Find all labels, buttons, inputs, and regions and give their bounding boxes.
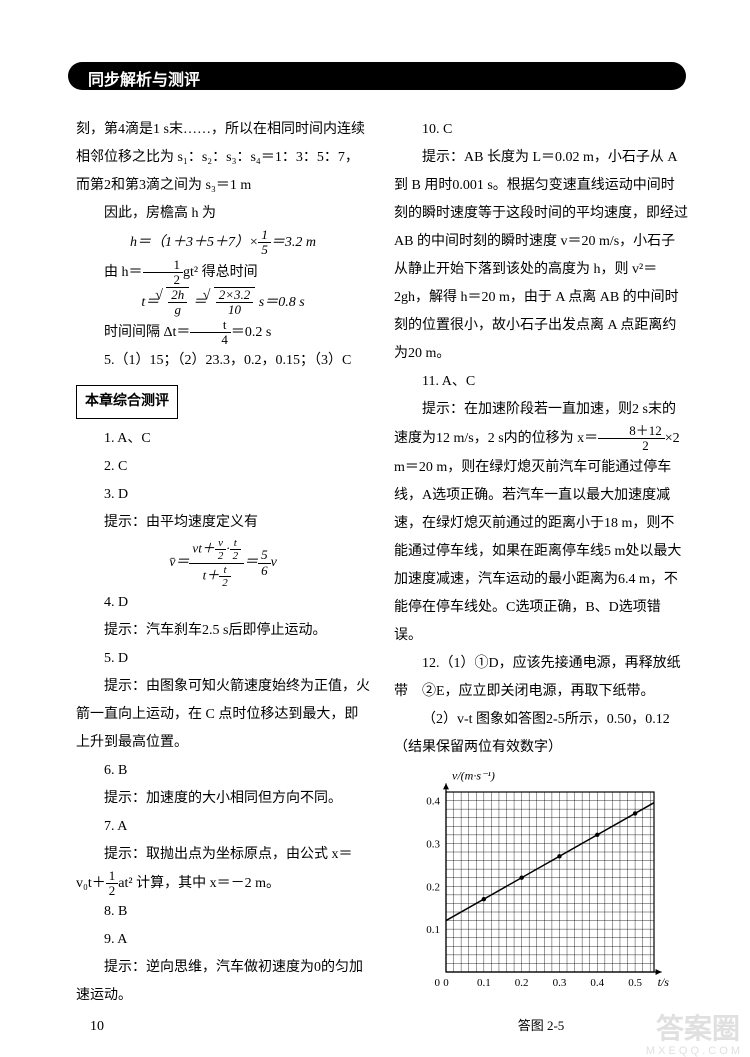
q6hint: 提示：加速度的大小相同但方向不同。	[76, 785, 370, 813]
q8: 8. B	[76, 898, 370, 926]
left-column: 刻，第4滴是1 s末……，所以在相同时间内连续相邻位移之比为 s₁：s₂：s₃：…	[76, 116, 370, 1039]
f4n: t	[190, 318, 231, 333]
svg-text:0.2: 0.2	[515, 977, 529, 989]
q10hint: 提示：AB 长度为 L＝0.02 m，小石子从 A 到 B 用时0.001 s。…	[394, 144, 688, 368]
f3-right: s＝0.8 s	[255, 295, 304, 310]
f3r1n: 2h	[168, 288, 187, 303]
chart-caption: 答图 2-5	[394, 1013, 688, 1039]
q7fd: 2	[106, 884, 119, 898]
para-2: 因此，房檐高 h 为	[76, 200, 370, 228]
main-content: 刻，第4滴是1 s末……，所以在相同时间内连续相邻位移之比为 s₁：s₂：s₃：…	[76, 116, 688, 1039]
q4: 4. D	[76, 589, 370, 617]
svg-text:t/s: t/s	[658, 975, 670, 989]
chart-container: 0 0.1 0.2 0.3 0.4 0.5 0.1 0.2 0.3 0.4 0 v/(m·s⁻¹) t/…	[394, 772, 688, 1039]
q11fd: 2	[598, 439, 665, 453]
right-column: 10. C 提示：AB 长度为 L＝0.02 m，小石子从 A 到 B 用时0.…	[394, 116, 688, 1039]
f3r2n: 2×3.2	[216, 288, 254, 303]
q3in: v	[215, 537, 227, 550]
q3i2d: 2	[230, 550, 242, 562]
formula-1: h＝（1＋3＋5＋7）×15＝3.2 m	[76, 228, 370, 258]
page-number: 10	[90, 1019, 104, 1035]
f2-den: 2	[143, 273, 184, 287]
formula-3: t＝ 2hg ＝ 2×3.210 s＝0.8 s	[76, 287, 370, 318]
f2-num: 1	[143, 258, 184, 273]
q2: 2. C	[76, 453, 370, 481]
svg-text:0: 0	[443, 977, 449, 989]
q3dl: t＋	[203, 567, 220, 582]
para-1: 刻，第4滴是1 s末……，所以在相同时间内连续相邻位移之比为 s₁：s₂：s₃：…	[76, 116, 370, 200]
q3rd: 6	[258, 564, 271, 578]
svg-text:0.4: 0.4	[426, 795, 440, 807]
para-5: 5.（1）15；（2）23.3，0.2，0.15；（3）C	[76, 347, 370, 375]
q3: 3. D	[76, 481, 370, 509]
q12p2: （2）v-t 图象如答图2-5所示，0.50，0.12（结果保留两位有效数字）	[394, 706, 688, 762]
p3-left: 由 h＝	[104, 265, 143, 280]
q11hint-container: 提示：在加速阶段若一直加速，则2 s末的速度为12 m/s，2 s内的位移为 x…	[394, 396, 688, 650]
f1-left: h＝（1＋3＋5＋7）×	[130, 235, 258, 250]
q3v: v	[271, 555, 277, 570]
svg-text:0.4: 0.4	[590, 977, 604, 989]
f3r1d: g	[168, 303, 187, 317]
f1-num: 1	[258, 228, 271, 243]
svg-text:0.5: 0.5	[628, 977, 642, 989]
svg-text:0.3: 0.3	[426, 838, 440, 850]
q11fn: 8＋12	[598, 424, 665, 439]
q3vbar: v̄＝	[169, 555, 189, 570]
f3r2d: 10	[216, 303, 254, 317]
q5: 5. D	[76, 645, 370, 673]
vt-chart: 0 0.1 0.2 0.3 0.4 0.5 0.1 0.2 0.3 0.4 0 v/(m·s⁻¹) t/…	[394, 772, 674, 1002]
p4-right: ＝0.2 s	[231, 325, 271, 340]
f1-right: ＝3.2 m	[271, 235, 316, 250]
watermark-sub: M X E Q Q . C O M	[646, 1045, 740, 1057]
svg-text:0.2: 0.2	[426, 881, 440, 893]
q6: 6. B	[76, 757, 370, 785]
q7: 7. A	[76, 813, 370, 841]
q7hint2: v₀t＋12at² 计算，其中 x＝－2 m。	[76, 869, 370, 899]
q3hint: 提示：由平均速度定义有	[76, 509, 370, 537]
q3-formula: v̄＝vt＋v2·t2t＋t2＝56v	[76, 537, 370, 588]
svg-text:0.1: 0.1	[426, 924, 440, 936]
svg-text:0.1: 0.1	[477, 977, 491, 989]
q7h2r: at² 计算，其中 x＝－2 m。	[118, 876, 280, 891]
q7fn: 1	[106, 869, 119, 884]
q1: 1. A、C	[76, 425, 370, 453]
p4-left: 时间间隔 Δt＝	[104, 325, 190, 340]
q3dn: t	[219, 564, 231, 577]
q3dd: 2	[219, 577, 231, 589]
q3i2n: t	[230, 537, 242, 550]
q9: 9. A	[76, 926, 370, 954]
q7h2l: v₀t＋	[76, 876, 106, 891]
q12p1: 12.（1）①D，应该先接通电源，再释放纸带 ②E，应立即关闭电源，再取下纸带。	[394, 650, 688, 706]
para-4: 时间间隔 Δt＝t4＝0.2 s	[76, 318, 370, 348]
q5hint: 提示：由图象可知火箭速度始终为正值，火箭一直向上运动，在 C 点时位移达到最大，…	[76, 673, 370, 757]
section-header: 本章综合测评	[76, 385, 178, 419]
watermark: 答案圈	[656, 1007, 740, 1047]
svg-text:0.3: 0.3	[553, 977, 567, 989]
q3np1: vt＋	[192, 541, 214, 556]
para-3: 由 h＝12gt² 得总时间	[76, 258, 370, 288]
svg-text:0: 0	[435, 977, 441, 989]
q4hint: 提示：汽车刹车2.5 s后即停止运动。	[76, 617, 370, 645]
f4d: 4	[190, 333, 231, 347]
q7hint1: 提示：取抛出点为坐标原点，由公式 x＝	[76, 841, 370, 869]
q3eq: ＝	[244, 555, 258, 570]
q11: 11. A、C	[394, 368, 688, 396]
p3-right: gt² 得总时间	[183, 265, 258, 280]
q11h2: ×2 m＝20 m，则在绿灯熄灭前汽车可能通过停车线，A选项正确。若汽车一直以最…	[394, 431, 681, 643]
q10: 10. C	[394, 116, 688, 144]
header-title: 同步解析与测评	[88, 66, 200, 90]
f1-den: 5	[258, 243, 271, 257]
q3rn: 5	[258, 548, 271, 563]
svg-text:v/(m·s⁻¹): v/(m·s⁻¹)	[452, 772, 495, 782]
q3id: 2	[215, 550, 227, 562]
q9hint: 提示：逆向思维，汽车做初速度为0的匀加速运动。	[76, 954, 370, 1010]
